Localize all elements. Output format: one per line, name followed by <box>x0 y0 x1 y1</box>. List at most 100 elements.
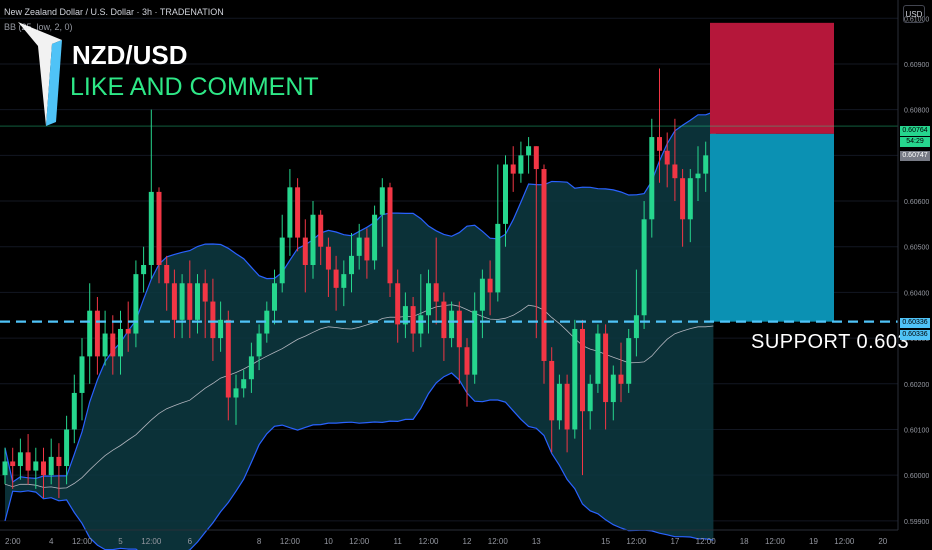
time-axis[interactable]: 2:00 4 12:00 5 12:00 6 8 12:00 10 12:00 11 12:00 12 1… <box>5 537 888 546</box>
pair-title: NZD/USD <box>72 40 188 70</box>
candle <box>33 447 39 489</box>
candle <box>341 260 347 307</box>
candle-body <box>318 214 324 247</box>
candle <box>248 342 254 393</box>
candle-body <box>333 269 339 288</box>
candle-body <box>395 283 401 325</box>
candle <box>102 310 108 366</box>
candle-body <box>510 164 516 174</box>
candle <box>503 155 508 247</box>
price-tick-label: 0.60500 <box>904 245 929 252</box>
candle-body <box>503 164 508 224</box>
candle-body <box>241 379 247 389</box>
candle <box>141 246 147 293</box>
candle <box>410 296 416 352</box>
candle-body <box>2 461 8 476</box>
candle-body <box>441 301 447 339</box>
candle-body <box>564 383 570 430</box>
candle-body <box>580 328 585 412</box>
candle <box>17 438 23 480</box>
candle <box>349 233 354 293</box>
candle-body <box>56 456 62 467</box>
candle <box>94 296 100 375</box>
candle-body <box>379 187 385 215</box>
candle <box>210 278 216 361</box>
candle-body <box>603 333 609 403</box>
candle-body <box>248 356 254 380</box>
candle-body <box>156 191 162 265</box>
candle <box>433 237 439 325</box>
time-tick-label: 13 <box>532 537 541 546</box>
take-profit-zone[interactable] <box>710 133 834 322</box>
candle-body <box>10 461 16 467</box>
candle <box>71 374 77 444</box>
price-tick-label: 0.60000 <box>904 473 929 480</box>
candle <box>25 434 31 485</box>
time-tick-label: 12:00 <box>488 537 509 546</box>
candle-body <box>94 310 100 357</box>
candle <box>187 260 193 339</box>
candle-body <box>687 178 693 220</box>
candle <box>603 324 609 430</box>
candle-body <box>71 392 77 430</box>
candle-body <box>133 274 139 334</box>
time-tick-label: 4 <box>49 537 54 546</box>
candle-body <box>295 187 301 238</box>
candle <box>387 182 393 297</box>
candle-body <box>233 388 239 398</box>
stop-loss-zone[interactable] <box>710 22 834 134</box>
price-tick-label: 0.60100 <box>904 427 929 434</box>
candle <box>487 260 493 316</box>
candle-body <box>556 383 562 421</box>
candle-body <box>680 178 686 220</box>
candle <box>680 169 686 247</box>
candle <box>241 370 247 398</box>
candle-body <box>533 146 539 170</box>
call-to-action: LIKE AND COMMENT <box>70 73 319 101</box>
indicator-legend[interactable]: BB (25, low, 2, 0) <box>4 22 73 32</box>
candle <box>156 187 162 284</box>
candle-body <box>341 274 347 288</box>
candle <box>518 141 524 183</box>
candle-body <box>572 328 578 430</box>
candle-body <box>464 347 470 375</box>
candle <box>541 164 547 384</box>
candle <box>2 447 8 485</box>
candle-body <box>456 310 462 348</box>
symbol-header[interactable]: New Zealand Dollar / U.S. Dollar · 3h · … <box>4 7 224 17</box>
candle-body <box>433 283 439 302</box>
currency-button[interactable]: USD <box>903 5 925 23</box>
entry-price-tag: 0.60747 <box>900 151 930 161</box>
candle <box>695 146 701 202</box>
candle-body <box>410 306 416 334</box>
candle <box>472 292 478 384</box>
price-tick-label: 0.61000 <box>904 16 929 23</box>
candle-body <box>487 278 493 293</box>
candle-body <box>587 383 593 412</box>
time-tick-label: 18 <box>740 537 749 546</box>
candles <box>2 68 716 499</box>
candle-body <box>125 328 131 334</box>
candle-body <box>256 333 262 357</box>
candle-body <box>641 219 647 316</box>
candle <box>272 269 277 325</box>
candle-body <box>79 356 85 393</box>
candle-body <box>657 137 662 151</box>
candle-body <box>356 237 362 256</box>
candle-body <box>118 328 123 357</box>
candle <box>110 315 116 375</box>
candle-body <box>372 214 378 261</box>
time-tick-label: 15 <box>601 537 610 546</box>
candle-body <box>426 283 431 316</box>
current-price-tag: 0.60764 <box>900 126 930 136</box>
price-tick-label: 0.60600 <box>904 199 929 206</box>
price-tick-label: 0.60400 <box>904 290 929 297</box>
candle-body <box>87 310 93 357</box>
candle-body <box>479 278 485 311</box>
price-tick-label: 0.60200 <box>904 382 929 389</box>
candle <box>633 269 639 357</box>
time-tick-label: 12 <box>463 537 472 546</box>
price-tick-label: 0.60800 <box>904 108 929 115</box>
candle <box>587 374 593 430</box>
